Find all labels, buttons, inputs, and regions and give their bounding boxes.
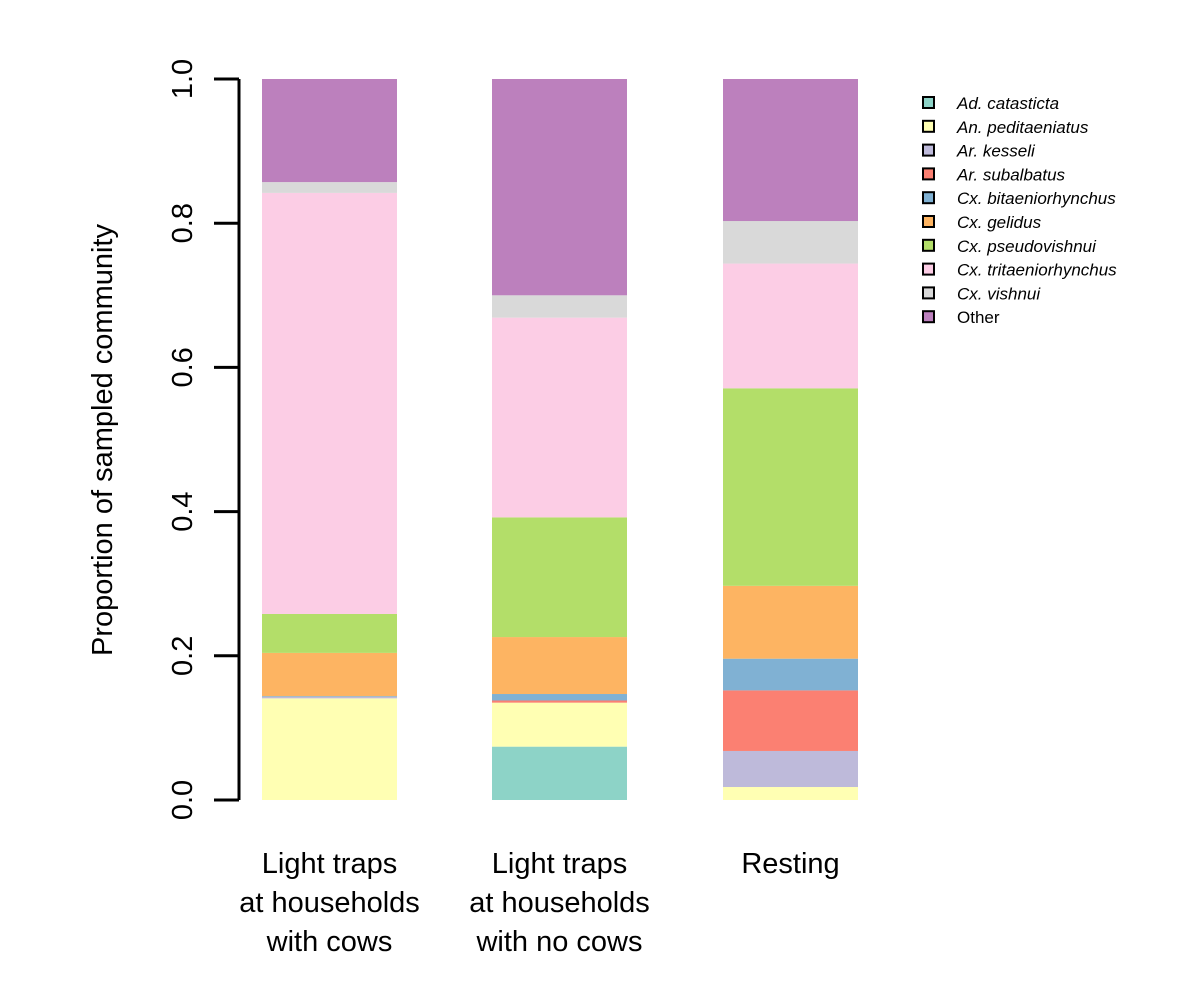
legend-swatch-5 (922, 215, 935, 228)
bar-segment-0-8 (262, 182, 397, 193)
y-tick-label-1: 0.2 (167, 636, 199, 676)
bar-segment-2-5 (723, 585, 858, 659)
category-label-1-1: at households (469, 887, 650, 919)
legend-label-6: Cx. pseudovishnui (957, 237, 1097, 256)
legend-label-7: Cx. tritaeniorhynchus (957, 261, 1117, 280)
legend-swatch-9 (922, 310, 935, 324)
category-label-0-2: with cows (266, 926, 393, 958)
legend-swatch-8 (922, 286, 935, 300)
bar-segment-1-3 (492, 700, 627, 703)
legend-swatch-2 (922, 143, 935, 157)
legend-label-4: Cx. bitaeniorhynchus (957, 189, 1116, 208)
legend-label-0: Ad. catasticta (956, 94, 1059, 113)
bar-segment-1-6 (492, 517, 627, 638)
bar-segment-1-7 (492, 317, 627, 518)
category-label-1-2: with no cows (475, 926, 642, 958)
bar-segment-2-9 (723, 79, 858, 222)
bar-segment-2-8 (723, 221, 858, 264)
category-label-0-1: at households (239, 887, 420, 919)
bar-segment-0-5 (262, 652, 397, 697)
legend-swatch-1 (922, 119, 935, 133)
bar-segment-1-1 (492, 702, 627, 747)
legend-swatch-3 (922, 167, 935, 181)
legend-label-2: Ar. kesseli (956, 142, 1036, 161)
bar-segment-0-6 (262, 613, 397, 653)
bar-segment-1-5 (492, 637, 627, 695)
bar-segment-0-4 (262, 696, 397, 697)
y-tick-label-4: 0.8 (167, 203, 199, 243)
bar-segment-0-2 (262, 696, 397, 699)
legend-label-1: An. peditaeniatus (956, 118, 1089, 137)
bar-segment-0-7 (262, 192, 397, 614)
bar-segment-2-3 (723, 690, 858, 751)
category-label-2-0: Resting (741, 848, 839, 880)
category-labels: Light traps at households with cows Light t… (239, 848, 839, 958)
bars-layer (262, 79, 858, 800)
y-tick-label-3: 0.6 (167, 347, 199, 387)
bar-segment-1-9 (492, 79, 627, 296)
y-tick-label-2: 0.4 (167, 491, 199, 531)
bar-segment-2-6 (723, 388, 858, 586)
legend-swatch-6 (922, 238, 935, 252)
bar-segment-0-1 (262, 698, 397, 800)
y-tick-label-0: 0.0 (167, 780, 199, 820)
legend: Ad. catasticta An. peditaeniatus Ar. kesse… (922, 94, 1117, 327)
bar-segment-1-4 (492, 694, 627, 701)
legend-label-3: Ar. subalbatus (956, 165, 1066, 184)
bar-segment-1-0 (492, 746, 627, 800)
legend-swatch-0 (922, 96, 935, 109)
y-axis: 0.0 0.2 0.4 0.6 0.8 1.0 (167, 59, 241, 820)
legend-swatch-4 (922, 191, 935, 205)
bar-segment-2-2 (723, 750, 858, 788)
bar-segment-2-4 (723, 658, 858, 691)
legend-swatch-7 (922, 262, 935, 276)
y-tick-label-5: 1.0 (167, 59, 199, 99)
bar-segment-2-7 (723, 263, 858, 389)
category-label-1-0: Light traps (492, 848, 627, 880)
bar-segment-0-9 (262, 79, 397, 183)
category-label-0-0: Light traps (262, 848, 397, 880)
y-axis-label: Proportion of sampled community (87, 224, 119, 656)
bar-segment-1-8 (492, 295, 627, 318)
legend-label-8: Cx. vishnui (957, 284, 1041, 303)
legend-label-9: Other (957, 308, 1000, 327)
legend-label-5: Cx. gelidus (957, 213, 1042, 232)
bar-segment-2-1 (723, 787, 858, 800)
